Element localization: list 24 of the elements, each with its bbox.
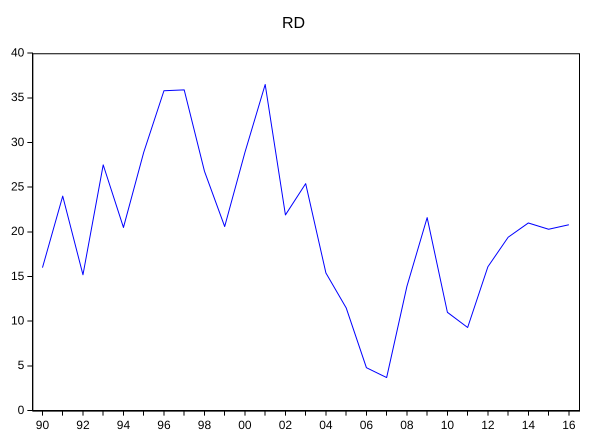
y-tick-label: 40 [10,46,25,60]
x-tick-label: 06 [360,418,374,432]
x-tick-label: 96 [157,418,171,432]
x-tick-label: 08 [400,418,414,432]
x-tick-label: 00 [238,418,252,432]
y-tick-label: 35 [10,90,25,104]
y-tick-label: 15 [10,268,25,283]
x-tick-label: 12 [481,418,495,432]
chart-title: RD [282,15,306,32]
x-tick-label: 98 [198,418,212,432]
y-tick-label: 30 [10,134,25,149]
x-tick-label: 92 [76,418,90,432]
y-tick-label: 5 [18,358,25,372]
x-tick-label: 16 [562,418,576,432]
y-tick-label: 0 [18,402,25,417]
x-tick-label: 94 [116,418,130,432]
y-tick-label: 25 [10,180,25,194]
x-tick-label: 90 [36,418,50,432]
x-tick-label: 14 [522,418,536,432]
y-tick-label: 10 [10,314,25,328]
x-tick-label: 10 [440,418,454,432]
y-tick-label: 20 [10,224,25,238]
x-tick-label: 02 [278,418,292,432]
x-tick-label: 04 [319,418,333,432]
